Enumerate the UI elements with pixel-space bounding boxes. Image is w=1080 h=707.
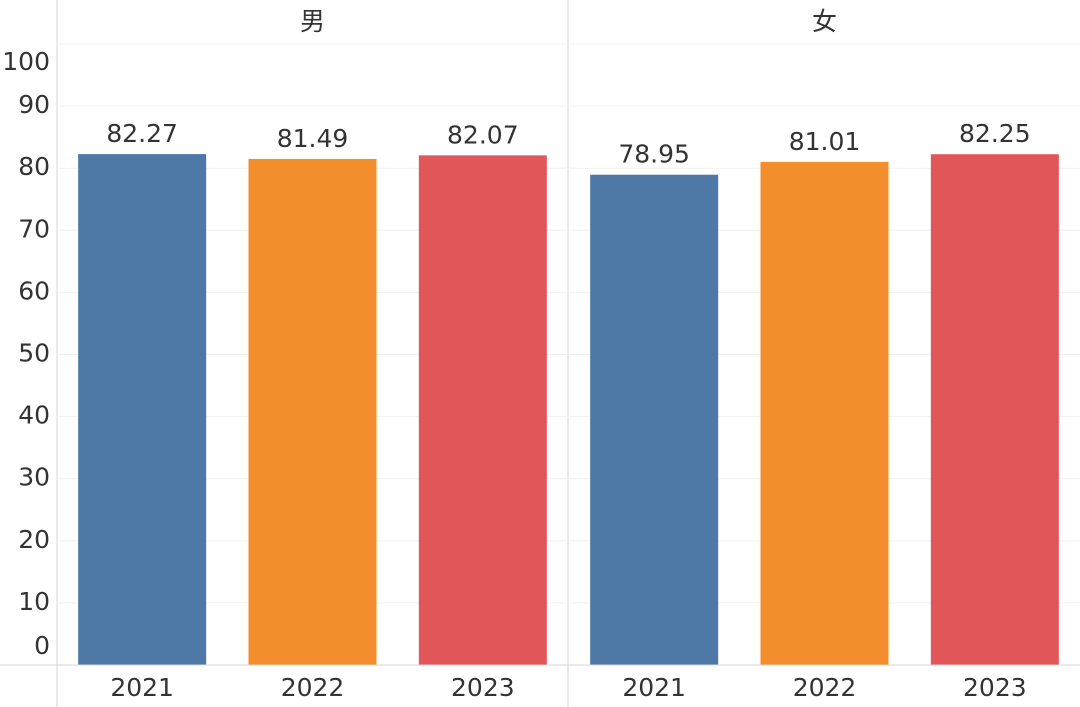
data-label: 82.27 bbox=[106, 119, 178, 148]
y-tick-label: 100 bbox=[2, 47, 50, 76]
bar bbox=[418, 155, 547, 665]
data-label: 82.07 bbox=[447, 120, 519, 149]
bar bbox=[78, 154, 207, 665]
y-tick-label: 0 bbox=[34, 631, 50, 660]
bar bbox=[590, 174, 719, 665]
y-tick-label: 80 bbox=[18, 152, 50, 181]
x-tick-label: 2023 bbox=[963, 673, 1027, 702]
facet-label: 女 bbox=[812, 7, 837, 36]
x-tick-label: 2021 bbox=[622, 673, 686, 702]
x-tick-label: 2022 bbox=[793, 673, 857, 702]
y-tick-label: 90 bbox=[18, 90, 50, 119]
y-tick-label: 20 bbox=[18, 525, 50, 554]
y-tick-label: 30 bbox=[18, 463, 50, 492]
data-label: 82.25 bbox=[959, 119, 1031, 148]
data-label: 81.01 bbox=[789, 127, 861, 156]
y-tick-label: 40 bbox=[18, 401, 50, 430]
y-tick-label: 70 bbox=[18, 214, 50, 243]
y-tick-label: 50 bbox=[18, 339, 50, 368]
y-tick-label: 60 bbox=[18, 276, 50, 305]
bar bbox=[760, 161, 889, 665]
bar bbox=[930, 154, 1059, 666]
facet-label: 男 bbox=[300, 7, 325, 36]
y-tick-label: 10 bbox=[18, 587, 50, 616]
x-tick-label: 2022 bbox=[281, 673, 345, 702]
data-label: 81.49 bbox=[277, 124, 349, 153]
data-label: 78.95 bbox=[618, 140, 690, 169]
x-tick-label: 2023 bbox=[451, 673, 515, 702]
x-tick-label: 2021 bbox=[110, 673, 174, 702]
bar bbox=[248, 158, 377, 666]
